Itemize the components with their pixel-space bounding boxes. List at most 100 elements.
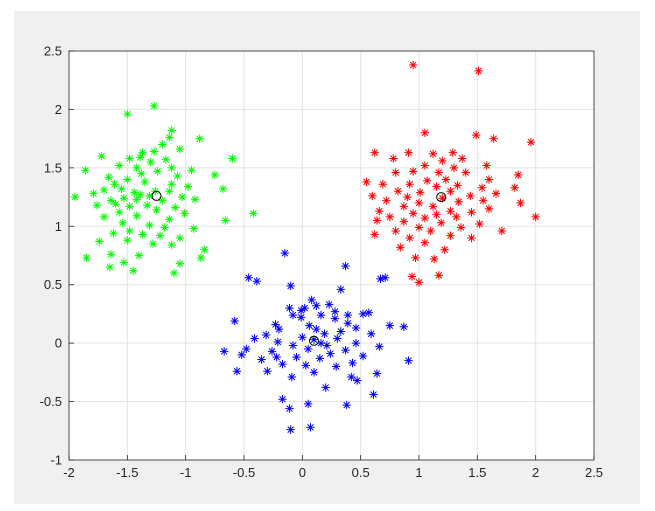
data-point: [111, 199, 120, 209]
data-point: [369, 390, 378, 399]
data-point: [309, 335, 319, 344]
data-point: [510, 183, 519, 192]
data-point: [187, 165, 196, 175]
data-point: [274, 324, 284, 334]
data-point: [167, 126, 176, 135]
data-point: [315, 354, 325, 363]
data-point: [348, 358, 357, 368]
data-point: [301, 361, 311, 370]
data-point: [146, 157, 155, 167]
data-point: [288, 341, 298, 350]
data-point: [123, 175, 132, 184]
data-point: [446, 231, 455, 240]
data-point: [153, 167, 162, 176]
data-point: [516, 198, 525, 208]
data-point: [132, 195, 141, 204]
data-point: [434, 168, 444, 177]
data-point: [336, 327, 346, 336]
data-point: [370, 148, 379, 157]
data-point: [167, 180, 176, 189]
x-tick-label: 0: [299, 465, 306, 480]
data-point: [272, 352, 281, 362]
data-point: [414, 198, 424, 208]
data-point: [249, 209, 258, 218]
data-point: [372, 216, 382, 225]
data-point: [285, 404, 294, 413]
data-point: [420, 213, 430, 223]
data-point: [99, 185, 109, 195]
data-point: [173, 171, 182, 181]
data-point: [434, 271, 444, 280]
data-point: [119, 194, 129, 203]
data-point: [309, 368, 319, 377]
data-point: [106, 250, 116, 259]
data-point: [196, 253, 206, 263]
data-point: [399, 322, 409, 331]
data-point: [165, 215, 174, 224]
data-point: [375, 342, 384, 351]
data-point: [110, 180, 119, 189]
data-point: [461, 168, 470, 177]
data-point: [440, 245, 449, 254]
data-point: [210, 170, 220, 180]
data-point: [119, 258, 129, 267]
data-point: [364, 308, 374, 317]
data-point: [167, 163, 176, 173]
x-tick-label: -1: [180, 465, 192, 480]
data-point: [125, 226, 134, 236]
data-point: [278, 395, 287, 404]
data-point: [132, 211, 141, 220]
data-point: [467, 233, 476, 243]
data-point: [130, 188, 139, 197]
data-point: [436, 218, 446, 227]
x-tick-label: 1.5: [468, 465, 486, 480]
data-point: [316, 338, 326, 348]
data-point: [358, 309, 368, 319]
data-point: [351, 323, 361, 333]
data-point: [104, 173, 113, 182]
data-point: [393, 187, 403, 196]
data-point: [138, 230, 147, 239]
data-point: [428, 149, 438, 159]
data-point: [273, 337, 283, 347]
y-tick-label: 0: [55, 336, 62, 351]
data-point: [271, 320, 280, 329]
y-tick-label: 0.5: [44, 277, 62, 292]
data-point: [106, 196, 116, 205]
data-point: [376, 274, 385, 284]
data-point: [165, 133, 174, 142]
data-point: [407, 272, 417, 281]
data-point: [161, 155, 171, 164]
data-point: [81, 165, 90, 175]
data-point: [438, 156, 447, 166]
data-point: [466, 191, 475, 201]
y-tick-label: 1.5: [44, 160, 62, 175]
data-point: [322, 341, 332, 350]
data-point: [497, 226, 507, 236]
series-2: [219, 248, 413, 434]
data-point: [278, 359, 287, 369]
data-point: [474, 66, 483, 76]
axis-ticks: -2 -1.5 -1 -0.5 0 0.5 1 1.5 2 2.5 -1 -0.5 0 0.5 1 1.5 2 2…: [40, 44, 603, 481]
data-point: [99, 212, 109, 222]
data-point: [142, 201, 152, 210]
y-tick-label: 2.5: [44, 44, 62, 59]
data-point: [263, 366, 272, 376]
y-tick-label: -0.5: [40, 394, 62, 409]
data-point: [513, 170, 523, 180]
data-point: [95, 237, 104, 246]
data-point: [370, 230, 379, 239]
centroid-marker: [436, 192, 447, 203]
data-point: [160, 223, 169, 232]
data-point: [148, 239, 158, 249]
data-point: [452, 212, 461, 222]
data-point: [303, 344, 313, 354]
data-point: [420, 161, 430, 170]
data-point: [117, 184, 126, 194]
data-point: [140, 177, 150, 187]
data-point: [432, 182, 441, 191]
axes-box: [68, 50, 595, 461]
data-point: [128, 266, 138, 275]
data-point: [109, 229, 118, 238]
data-point: [296, 313, 306, 322]
